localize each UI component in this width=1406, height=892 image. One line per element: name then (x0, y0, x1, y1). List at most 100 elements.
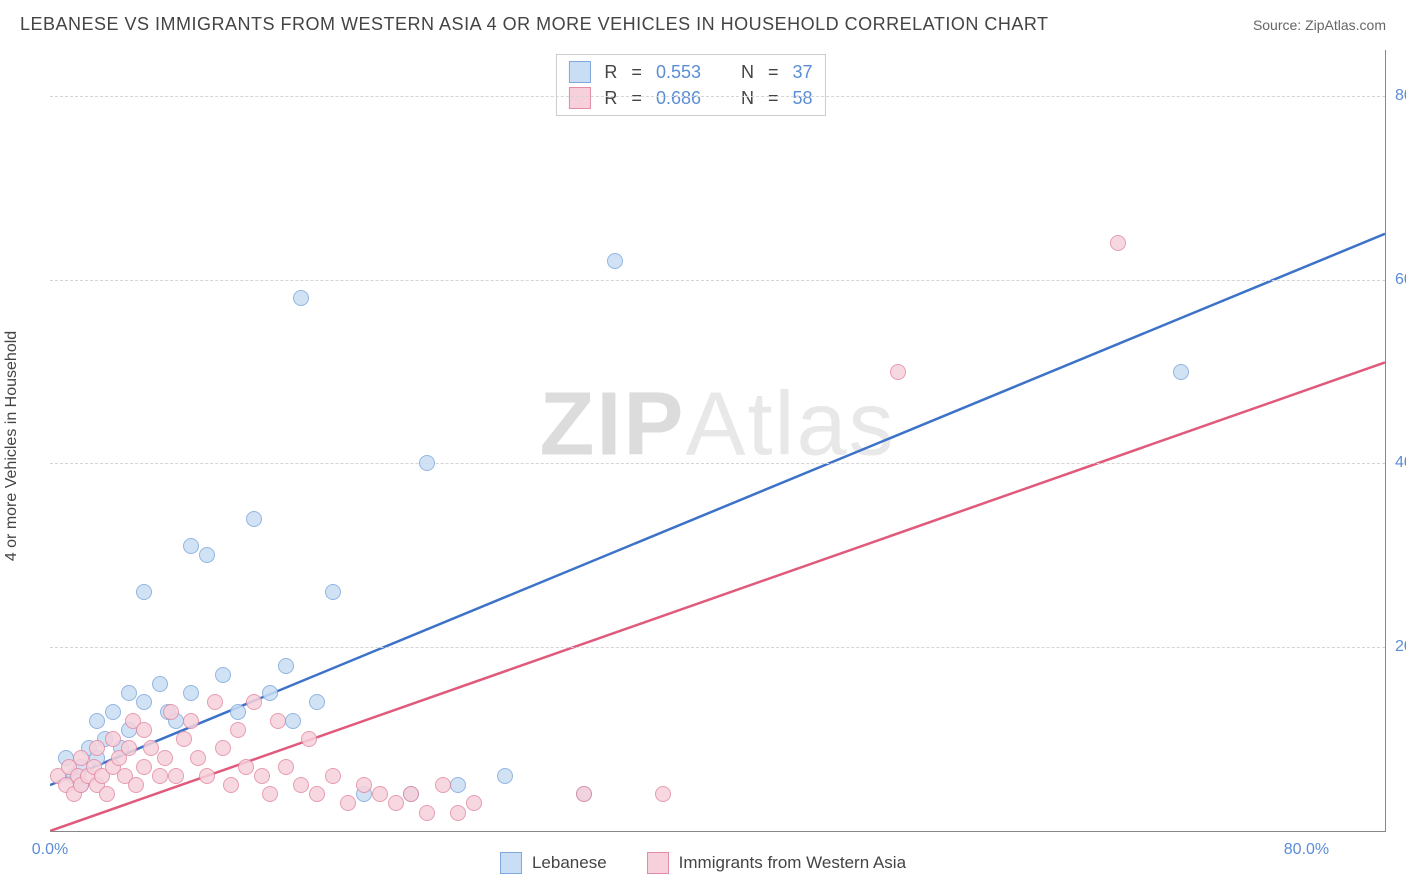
legend-swatch (500, 852, 522, 874)
data-point (293, 777, 309, 793)
data-point (1173, 364, 1189, 380)
data-point (183, 685, 199, 701)
data-point (325, 584, 341, 600)
legend-swatch (647, 852, 669, 874)
data-point (199, 768, 215, 784)
data-point (356, 777, 372, 793)
n-label: N (741, 88, 754, 109)
data-point (136, 584, 152, 600)
data-point (157, 750, 173, 766)
data-point (607, 253, 623, 269)
data-point (246, 694, 262, 710)
x-tick-label: 80.0% (1284, 841, 1329, 859)
data-point (215, 740, 231, 756)
data-point (176, 731, 192, 747)
chart-plot-area: ZIPAtlas R=0.553N=37R=0.686N=58 20.0%40.… (50, 50, 1386, 832)
gridline (50, 96, 1385, 97)
data-point (105, 731, 121, 747)
r-value: 0.553 (656, 62, 701, 83)
data-point (99, 786, 115, 802)
data-point (136, 722, 152, 738)
r-value: 0.686 (656, 88, 701, 109)
data-point (230, 704, 246, 720)
x-tick-label: 0.0% (32, 841, 68, 859)
gridline (50, 280, 1385, 281)
data-point (301, 731, 317, 747)
data-point (466, 795, 482, 811)
data-point (121, 740, 137, 756)
data-point (136, 759, 152, 775)
data-point (285, 713, 301, 729)
eq-sign: = (768, 88, 779, 109)
data-point (199, 547, 215, 563)
data-point (419, 805, 435, 821)
stats-legend-row: R=0.553N=37 (568, 59, 812, 85)
trend-lines (50, 50, 1385, 831)
data-point (152, 676, 168, 692)
data-point (89, 740, 105, 756)
data-point (293, 290, 309, 306)
data-point (136, 694, 152, 710)
legend-swatch (568, 87, 590, 109)
data-point (419, 455, 435, 471)
data-point (309, 786, 325, 802)
legend-swatch (568, 61, 590, 83)
legend-label: Lebanese (532, 853, 607, 873)
n-value: 37 (793, 62, 813, 83)
data-point (105, 704, 121, 720)
data-point (270, 713, 286, 729)
data-point (340, 795, 356, 811)
data-point (223, 777, 239, 793)
gridline (50, 463, 1385, 464)
data-point (576, 786, 592, 802)
legend-item: Immigrants from Western Asia (647, 852, 906, 874)
data-point (450, 805, 466, 821)
data-point (238, 759, 254, 775)
stats-legend-row: R = 0.686 N = 58 (568, 85, 812, 111)
data-point (450, 777, 466, 793)
data-point (128, 777, 144, 793)
data-point (163, 704, 179, 720)
data-point (152, 768, 168, 784)
gridline (50, 647, 1385, 648)
chart-title: LEBANESE VS IMMIGRANTS FROM WESTERN ASIA… (20, 14, 1049, 35)
data-point (309, 694, 325, 710)
data-point (207, 694, 223, 710)
y-axis-label: 4 or more Vehicles in Household (3, 331, 21, 561)
eq-sign: = (631, 88, 642, 109)
data-point (215, 667, 231, 683)
y-tick-label: 40.0% (1395, 454, 1406, 472)
data-point (372, 786, 388, 802)
data-point (890, 364, 906, 380)
data-point (230, 722, 246, 738)
y-tick-label: 20.0% (1395, 638, 1406, 656)
data-point (325, 768, 341, 784)
n-value: 58 (793, 88, 813, 109)
r-label: R (604, 88, 617, 109)
data-point (183, 713, 199, 729)
data-point (262, 786, 278, 802)
eq-sign: = (631, 62, 642, 83)
data-point (388, 795, 404, 811)
data-point (1110, 235, 1126, 251)
n-label: N (741, 62, 754, 83)
data-point (403, 786, 419, 802)
legend-item: Lebanese (500, 852, 607, 874)
data-point (262, 685, 278, 701)
data-point (246, 511, 262, 527)
data-point (89, 713, 105, 729)
data-point (254, 768, 270, 784)
stats-legend: R = 0.553 N = 37R = 0.686 N = 58 (555, 54, 825, 116)
data-point (435, 777, 451, 793)
eq-sign: = (768, 62, 779, 83)
data-point (497, 768, 513, 784)
watermark: ZIPAtlas (539, 373, 895, 476)
data-point (278, 658, 294, 674)
legend-label: Immigrants from Western Asia (679, 853, 906, 873)
data-point (121, 685, 137, 701)
y-tick-label: 80.0% (1395, 87, 1406, 105)
data-point (278, 759, 294, 775)
data-point (655, 786, 671, 802)
data-point (190, 750, 206, 766)
source-label: Source: ZipAtlas.com (1253, 17, 1386, 33)
